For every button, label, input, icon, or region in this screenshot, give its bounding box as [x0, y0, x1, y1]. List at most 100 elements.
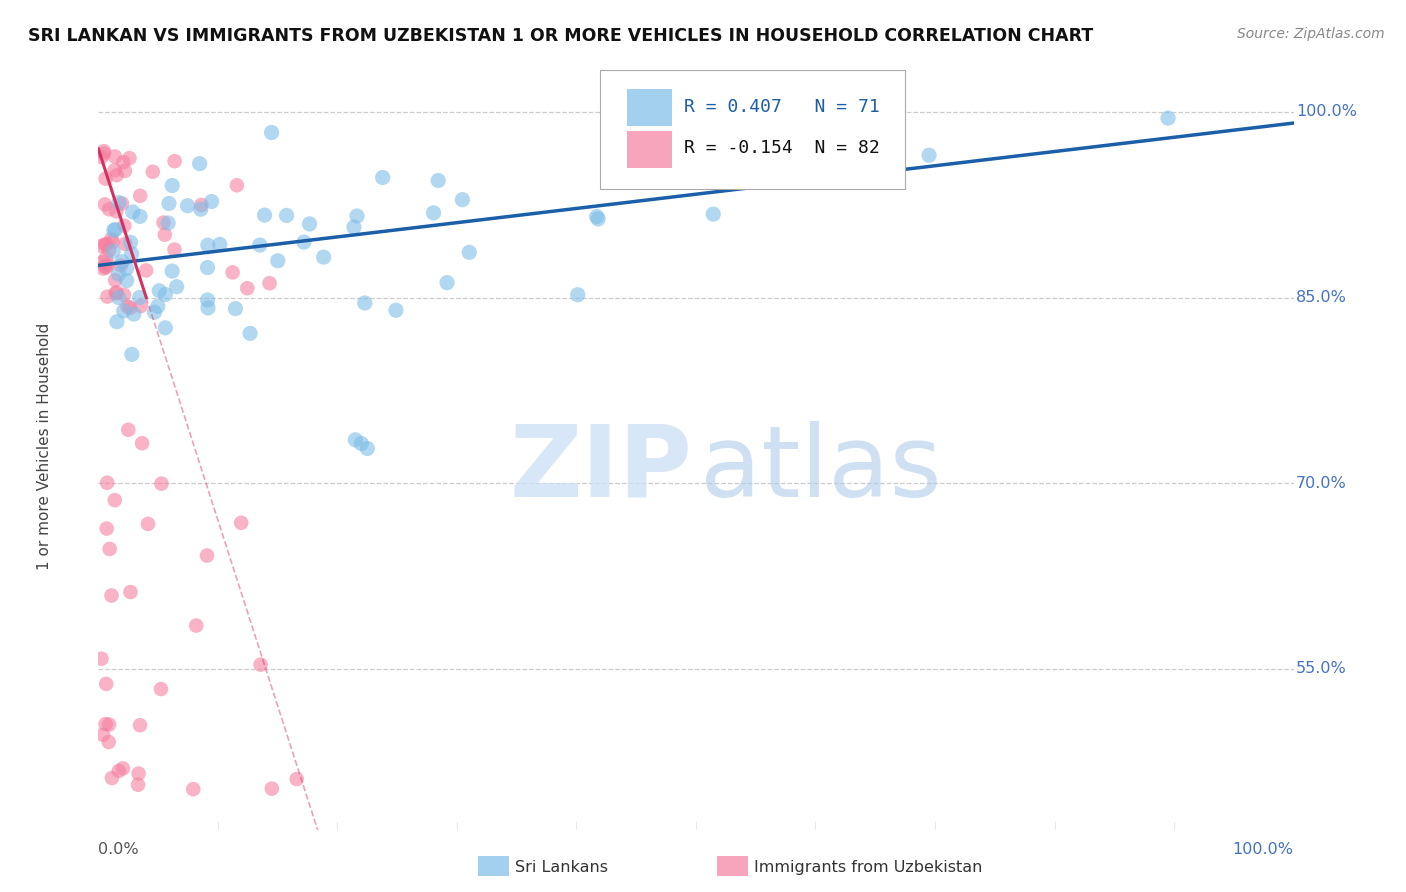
Point [285, 772, 308, 786]
Point [94, 259, 117, 273]
Point [103, 223, 125, 237]
Point [181, 782, 204, 797]
Point [90, 239, 112, 253]
Point [427, 173, 450, 187]
Point [111, 196, 134, 211]
Point [195, 549, 218, 563]
Bar [627, 89, 672, 126]
Point [117, 423, 139, 437]
Point [208, 237, 231, 252]
Point [160, 264, 183, 278]
Point [249, 657, 271, 672]
Point [107, 291, 129, 305]
Point [160, 178, 183, 193]
Point [918, 148, 941, 162]
Point [129, 189, 152, 203]
Point [108, 764, 131, 778]
Point [94, 717, 117, 731]
Point [343, 220, 366, 235]
Point [152, 216, 174, 230]
Point [451, 193, 474, 207]
Point [200, 194, 222, 209]
Point [221, 265, 243, 279]
Point [121, 205, 143, 219]
Point [197, 260, 219, 275]
Point [105, 204, 128, 219]
Point [148, 284, 170, 298]
Point [129, 210, 152, 224]
Point [129, 299, 152, 313]
Point [163, 154, 186, 169]
Point [714, 149, 737, 163]
Point [104, 286, 127, 301]
Point [112, 288, 135, 302]
Text: 55.0%: 55.0% [1296, 661, 1347, 676]
Point [120, 235, 142, 250]
Point [298, 217, 321, 231]
Point [117, 300, 139, 314]
Text: ZIP: ZIP [509, 420, 692, 517]
Point [105, 168, 128, 182]
Point [1157, 111, 1180, 125]
Point [197, 293, 219, 307]
Point [90, 651, 112, 665]
Point [104, 493, 127, 508]
Point [166, 279, 188, 293]
Text: 0.0%: 0.0% [98, 842, 139, 857]
Text: SRI LANKAN VS IMMIGRANTS FROM UZBEKISTAN 1 OR MORE VEHICLES IN HOUSEHOLD CORRELA: SRI LANKAN VS IMMIGRANTS FROM UZBEKISTAN… [28, 27, 1094, 45]
Point [458, 245, 481, 260]
Point [107, 267, 129, 281]
Point [121, 347, 143, 361]
Point [249, 238, 271, 252]
Point [94, 171, 117, 186]
Point [567, 287, 589, 301]
Point [128, 766, 150, 780]
Point [253, 208, 276, 222]
Point [155, 287, 177, 301]
Point [101, 244, 124, 259]
Point [702, 207, 724, 221]
Point [276, 208, 298, 222]
Point [90, 150, 112, 164]
Point [97, 735, 120, 749]
Text: Source: ZipAtlas.com: Source: ZipAtlas.com [1237, 27, 1385, 41]
Point [111, 761, 134, 775]
Point [312, 250, 335, 264]
Point [146, 299, 169, 313]
Point [104, 163, 127, 178]
Point [186, 618, 208, 632]
Point [101, 235, 124, 249]
Point [131, 436, 153, 450]
Point [108, 195, 131, 210]
Point [100, 589, 122, 603]
Point [105, 285, 128, 300]
Point [190, 198, 212, 212]
Point [114, 236, 136, 251]
Point [157, 196, 180, 211]
Text: Sri Lankans: Sri Lankans [515, 861, 607, 875]
Point [224, 301, 246, 316]
Point [260, 126, 283, 140]
Point [94, 237, 117, 252]
Point [188, 156, 211, 170]
Text: 1 or more Vehicles in Household: 1 or more Vehicles in Household [37, 322, 52, 570]
Point [143, 305, 166, 319]
Point [115, 261, 138, 276]
Point [101, 771, 124, 785]
Point [344, 433, 367, 447]
Point [97, 258, 120, 272]
Point [96, 237, 118, 252]
Point [122, 307, 145, 321]
Point [259, 277, 281, 291]
Point [98, 243, 121, 257]
Point [353, 296, 375, 310]
Point [105, 315, 128, 329]
Point [136, 516, 159, 531]
Point [91, 728, 114, 742]
Point [142, 165, 165, 179]
Point [110, 258, 132, 272]
Point [93, 144, 115, 158]
Point [104, 222, 127, 236]
Point [350, 436, 373, 450]
Text: R = -0.154  N = 82: R = -0.154 N = 82 [685, 139, 880, 157]
